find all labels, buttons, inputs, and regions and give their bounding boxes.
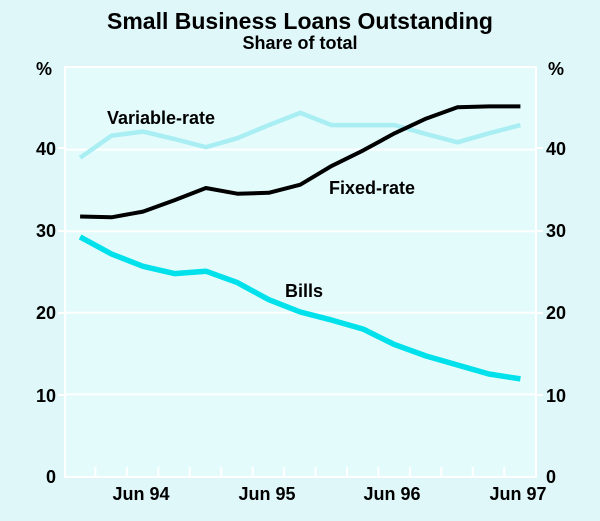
x-tick-label-jun97: Jun 97 xyxy=(489,484,547,504)
y-tick-label-right-0: 0 xyxy=(546,467,557,487)
variable-rate-series-label: Variable-rate xyxy=(107,108,216,128)
y-tick-label-left-0: 0 xyxy=(45,467,56,487)
x-tick-label-jun94: Jun 94 xyxy=(112,484,170,504)
bills-series-label: Bills xyxy=(285,281,324,301)
y-tick-label-right-20: 20 xyxy=(546,303,567,323)
series-line-bills xyxy=(78,234,521,382)
chart-title: Small Business Loans Outstanding xyxy=(107,8,493,34)
y-axis-unit-left: % xyxy=(36,59,53,79)
left-axis-tick-10 xyxy=(58,394,64,396)
y-tick-label-left-10: 10 xyxy=(35,386,56,406)
y-tick-label-left-40: 40 xyxy=(35,139,56,159)
y-tick-label-right-10: 10 xyxy=(546,386,567,406)
right-axis-tick-30 xyxy=(537,230,543,232)
y-tick-label-right-40: 40 xyxy=(546,139,567,159)
chart-subtitle: Share of total xyxy=(242,33,358,53)
right-axis-tick-10 xyxy=(537,394,543,396)
left-axis-tick-40 xyxy=(58,147,64,149)
y-axis-unit-right: % xyxy=(548,59,565,79)
plot-area: Variable-rate Fixed-rate Bills xyxy=(64,66,537,478)
series-line-variable-rate xyxy=(78,110,521,160)
y-tick-label-right-30: 30 xyxy=(546,221,567,241)
right-axis-tick-20 xyxy=(537,312,543,314)
right-axis-tick-40 xyxy=(537,147,543,149)
fixed-rate-series-label: Fixed-rate xyxy=(329,178,416,198)
y-tick-label-left-30: 30 xyxy=(35,221,56,241)
x-tick-label-jun95: Jun 95 xyxy=(238,484,296,504)
y-tick-label-left-20: 20 xyxy=(35,303,56,323)
line-chart-canvas xyxy=(66,104,535,476)
left-axis-tick-30 xyxy=(58,230,64,232)
x-tick-label-jun96: Jun 96 xyxy=(363,484,421,504)
series-line-fixed-rate xyxy=(80,104,521,220)
left-axis-tick-20 xyxy=(58,312,64,314)
